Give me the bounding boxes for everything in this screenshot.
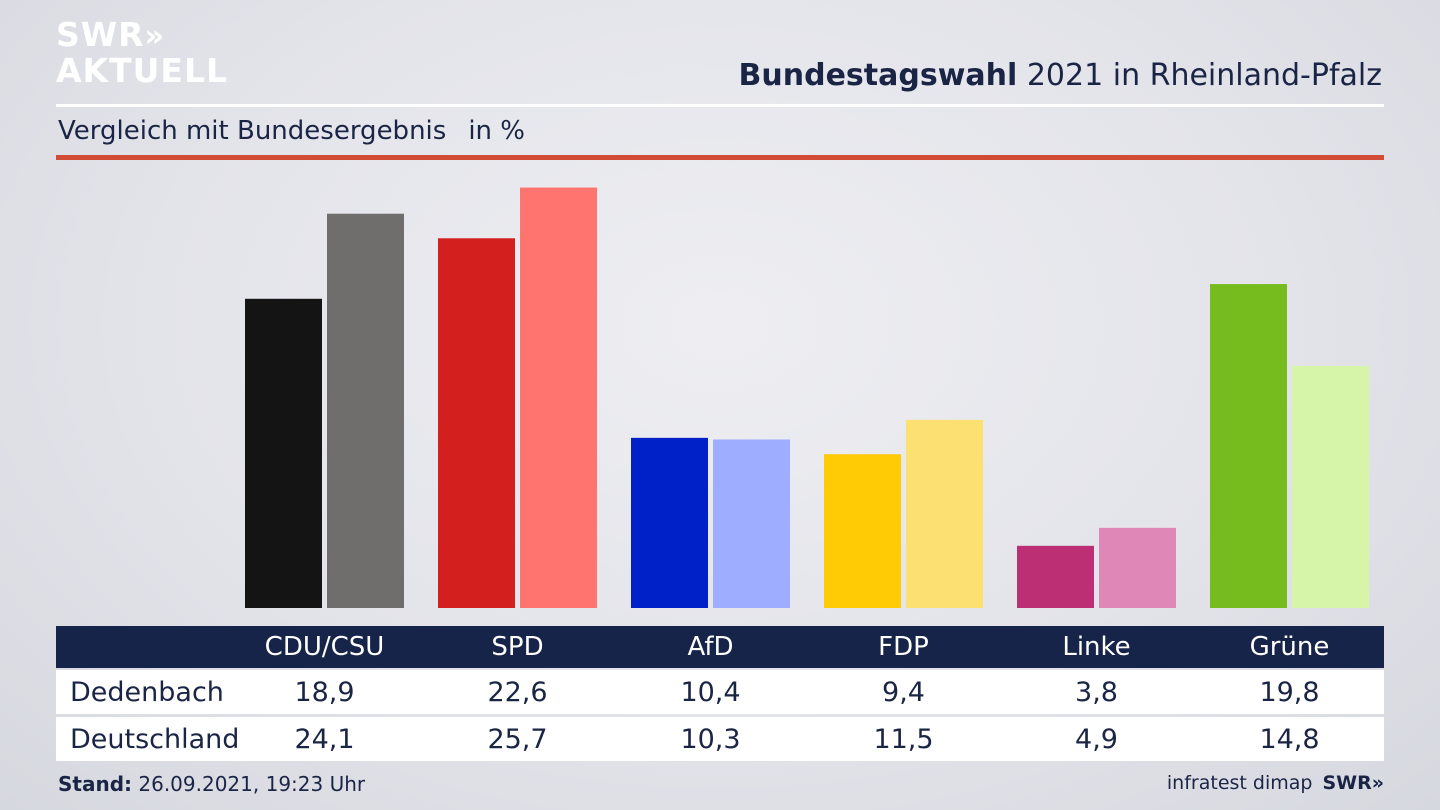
stand-value: 26.09.2021, 19:23 Uhr bbox=[132, 772, 366, 796]
party-label-gr-ne: Grüne bbox=[1249, 632, 1330, 662]
subtitle-text: Vergleich mit Bundesergebnis bbox=[58, 116, 447, 146]
bar-cdu-csu-deutschland bbox=[327, 213, 404, 608]
unit-label: in % bbox=[468, 116, 525, 146]
page-title: Bundestagswahl 2021 in Rheinland-Pfalz bbox=[739, 58, 1382, 93]
party-label-spd: SPD bbox=[491, 632, 544, 662]
bar-afd-deutschland bbox=[713, 439, 790, 608]
header-divider bbox=[56, 104, 1384, 107]
bar-fdp-dedenbach bbox=[824, 454, 901, 608]
accent-divider bbox=[56, 155, 1384, 160]
bar-afd-dedenbach bbox=[631, 437, 708, 608]
stand-label: Stand: bbox=[58, 772, 133, 796]
value-deutschland-gr-ne: 14,8 bbox=[1259, 723, 1320, 755]
value-dedenbach-afd: 10,4 bbox=[680, 676, 741, 708]
bar-linke-deutschland bbox=[1099, 527, 1176, 608]
value-deutschland-linke: 4,9 bbox=[1075, 723, 1118, 755]
source-text: infratest dimap bbox=[1166, 772, 1313, 794]
swr-aktuell-logo: SWR» AKTUELL bbox=[56, 18, 228, 88]
value-dedenbach-spd: 22,6 bbox=[487, 676, 548, 708]
bar-cdu-csu-dedenbach bbox=[245, 298, 322, 608]
title-rest: 2021 in Rheinland-Pfalz bbox=[1017, 58, 1382, 93]
value-dedenbach-linke: 3,8 bbox=[1075, 676, 1118, 708]
party-label-linke: Linke bbox=[1062, 632, 1131, 662]
logo-chevrons: » bbox=[144, 19, 164, 54]
value-dedenbach-gr-ne: 19,8 bbox=[1259, 676, 1320, 708]
party-label-afd: AfD bbox=[687, 632, 734, 662]
value-deutschland-cdu-csu: 24,1 bbox=[294, 723, 355, 755]
logo-text-aktuell: AKTUELL bbox=[56, 51, 229, 90]
party-label-fdp: FDP bbox=[878, 632, 929, 662]
timestamp: Stand: 26.09.2021, 19:23 Uhr bbox=[58, 772, 365, 796]
logo-text-swr: SWR bbox=[56, 15, 145, 54]
bar-gr-ne-deutschland bbox=[1292, 365, 1369, 608]
results-table: CDU/CSU SPD AfD FDP Linke Grüne Dedenbach 18,… bbox=[56, 626, 1384, 761]
bar-linke-dedenbach bbox=[1017, 545, 1094, 608]
value-deutschland-spd: 25,7 bbox=[487, 723, 548, 755]
bar-spd-dedenbach bbox=[438, 238, 515, 608]
table-header-row: CDU/CSU SPD AfD FDP Linke Grüne bbox=[56, 626, 1384, 668]
bar-chart bbox=[245, 187, 1369, 608]
value-deutschland-fdp: 11,5 bbox=[873, 723, 934, 755]
party-label-cdu-csu: CDU/CSU bbox=[264, 632, 385, 662]
bar-spd-deutschland bbox=[520, 187, 597, 608]
value-dedenbach-cdu-csu: 18,9 bbox=[294, 676, 355, 708]
table-row-dedenbach: Dedenbach 18,9 22,6 10,4 9,4 3,8 19,8 bbox=[56, 670, 1384, 714]
value-dedenbach-fdp: 9,4 bbox=[882, 676, 925, 708]
row-label: Dedenbach bbox=[70, 676, 224, 708]
bar-gr-ne-dedenbach bbox=[1210, 284, 1287, 608]
chart-subtitle: Vergleich mit Bundesergebnis in % bbox=[58, 116, 525, 146]
source-credit: infratest dimap SWR» bbox=[1167, 772, 1384, 794]
row-label: Deutschland bbox=[70, 723, 240, 755]
table-row-deutschland: Deutschland 24,1 25,7 10,3 11,5 4,9 14,8 bbox=[56, 717, 1384, 761]
swr-brand-logo: SWR» bbox=[1322, 772, 1384, 794]
bar-fdp-deutschland bbox=[906, 419, 983, 608]
value-deutschland-afd: 10,3 bbox=[680, 723, 741, 755]
title-bold: Bundestagswahl bbox=[738, 58, 1018, 93]
